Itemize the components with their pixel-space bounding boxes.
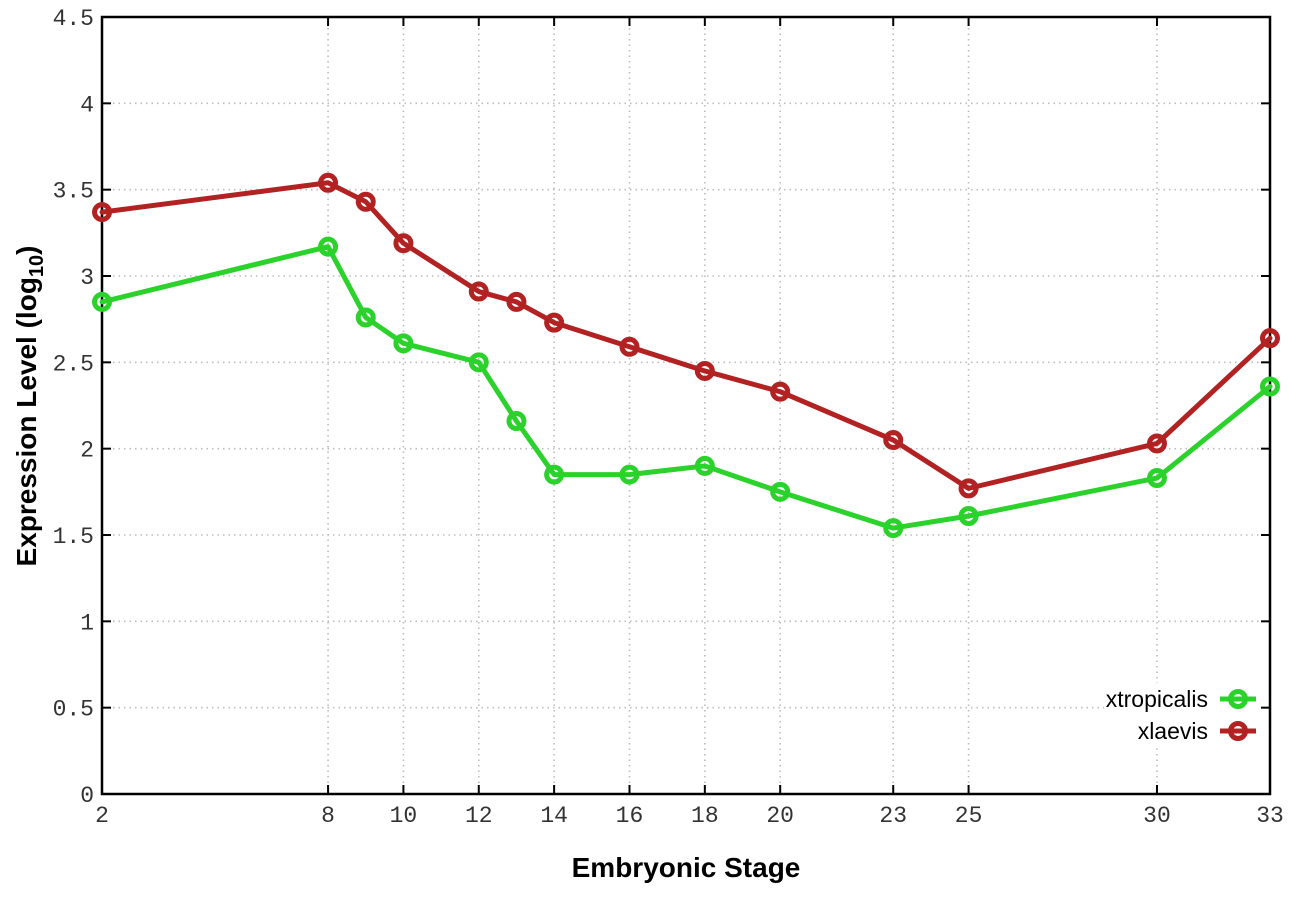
- y-tick-label: 1: [80, 610, 94, 636]
- data-point-xlaevis: [958, 478, 979, 499]
- legend-item-xlaevis: xlaevis: [1135, 715, 1260, 747]
- x-tick-label: 10: [390, 803, 418, 829]
- y-tick-label: 3: [80, 265, 94, 291]
- legend: xtropicalis xlaevis: [1103, 683, 1260, 747]
- data-point-xtropicalis: [544, 464, 565, 485]
- x-tick-label: 25: [955, 803, 983, 829]
- x-tick-label: 8: [321, 803, 335, 829]
- data-point-xlaevis: [468, 281, 489, 302]
- data-point-xtropicalis: [694, 455, 715, 476]
- data-point-xlaevis: [694, 360, 715, 381]
- data-point-xlaevis: [393, 233, 414, 254]
- data-point-xtropicalis: [1260, 376, 1280, 397]
- legend-label-xlaevis: xlaevis: [1137, 718, 1208, 744]
- y-axis-title-close: ): [11, 245, 43, 255]
- x-tick-label: 12: [465, 803, 493, 829]
- data-point-xtropicalis: [958, 506, 979, 527]
- y-tick-label: 4.5: [53, 6, 94, 32]
- legend-label-xtropicalis: xtropicalis: [1105, 686, 1208, 712]
- data-point-xtropicalis: [619, 464, 640, 485]
- data-point-xlaevis: [770, 381, 791, 402]
- legend-item-xtropicalis: xtropicalis: [1103, 683, 1260, 715]
- y-tick-label: 1.5: [53, 524, 94, 550]
- x-tick-label: 16: [616, 803, 644, 829]
- legend-marker-xtropicalis: [1220, 689, 1256, 709]
- data-point-xtropicalis: [468, 352, 489, 373]
- x-tick-label: 18: [691, 803, 719, 829]
- data-point-xlaevis: [544, 312, 565, 333]
- data-point-xlaevis: [1260, 328, 1280, 349]
- data-point-xlaevis: [619, 336, 640, 357]
- y-tick-label: 3.5: [53, 179, 94, 205]
- x-tick-label: 2: [95, 803, 109, 829]
- x-tick-label: 33: [1256, 803, 1284, 829]
- x-tick-label: 23: [879, 803, 907, 829]
- x-tick-label: 20: [766, 803, 794, 829]
- y-tick-label: 0: [80, 783, 94, 809]
- data-point-xtropicalis: [1146, 468, 1167, 489]
- series-line-xlaevis: [99, 180, 1273, 491]
- data-point-xlaevis: [318, 172, 339, 193]
- x-tick-label: 30: [1143, 803, 1171, 829]
- y-tick-label: 0.5: [53, 697, 94, 723]
- y-tick-label: 2.5: [53, 351, 94, 377]
- y-axis-title: Expression Level (log10): [11, 246, 49, 567]
- data-point-xtropicalis: [92, 291, 112, 312]
- x-tick-label: 14: [540, 803, 568, 829]
- data-point-xlaevis: [883, 430, 904, 451]
- data-point-xtropicalis: [770, 481, 791, 502]
- data-point-xtropicalis: [393, 333, 414, 354]
- y-axis-title-subscript: 10: [25, 254, 48, 278]
- data-point-xlaevis: [506, 291, 527, 312]
- data-point-xtropicalis: [318, 236, 339, 257]
- data-point-xlaevis: [92, 202, 112, 223]
- y-axis-title-text: Expression Level (log: [11, 277, 43, 567]
- y-tick-label: 4: [80, 92, 94, 118]
- data-point-xtropicalis: [355, 307, 376, 328]
- data-point-xtropicalis: [883, 518, 904, 539]
- data-point-xtropicalis: [506, 411, 527, 432]
- plot-border: [100, 15, 1272, 796]
- y-tick-label: 2: [80, 438, 94, 464]
- series-line-xtropicalis: [99, 244, 1273, 531]
- data-point-xlaevis: [355, 191, 376, 212]
- legend-marker-xlaevis: [1220, 721, 1256, 741]
- data-point-xlaevis: [1146, 433, 1167, 454]
- x-axis-title: Embryonic Stage: [571, 852, 801, 883]
